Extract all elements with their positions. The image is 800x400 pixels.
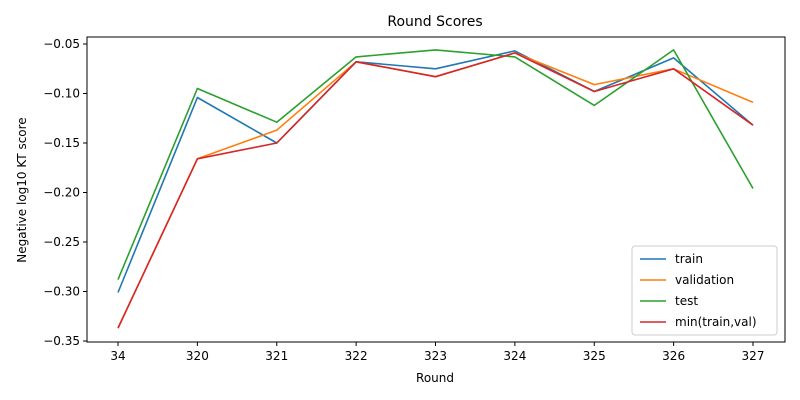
y-tick-label: −0.30 [43, 285, 80, 299]
x-tick-label: 322 [345, 349, 368, 363]
series-line-test [117, 49, 754, 280]
x-tick-label: 323 [424, 349, 447, 363]
x-axis-label: Round [416, 371, 454, 385]
x-tick-label: 321 [265, 349, 288, 363]
y-tick-label: −0.05 [43, 37, 80, 51]
y-axis: −0.35 −0.30 −0.25 −0.20 −0.15 −0.10 −0.05 [43, 37, 87, 348]
series-layer [117, 49, 754, 329]
x-tick-label: 34 [110, 349, 125, 363]
y-tick-label: −0.20 [43, 186, 80, 200]
x-tick-label: 325 [583, 349, 606, 363]
legend-label: validation [675, 273, 734, 287]
chart-title: Round Scores [387, 14, 482, 30]
legend-label: min(train,val) [675, 315, 757, 329]
y-tick-label: −0.35 [43, 334, 80, 348]
y-tick-label: −0.10 [43, 87, 80, 101]
x-tick-label: 326 [662, 349, 685, 363]
y-axis-label: Negative log10 KT score [15, 117, 29, 262]
legend-box [631, 245, 778, 336]
y-tick-label: −0.25 [43, 235, 80, 249]
series-line-min-train-val [117, 52, 754, 329]
legend-label: train [675, 252, 703, 266]
legend: train validation test min(train,val) [631, 245, 778, 336]
x-tick-label: 320 [186, 349, 209, 363]
legend-label: test [675, 294, 698, 308]
y-tick-label: −0.15 [43, 136, 80, 150]
x-tick-label: 324 [503, 349, 526, 363]
x-axis: 34 320 321 322 323 324 325 326 327 [110, 342, 764, 363]
x-tick-label: 327 [742, 349, 765, 363]
